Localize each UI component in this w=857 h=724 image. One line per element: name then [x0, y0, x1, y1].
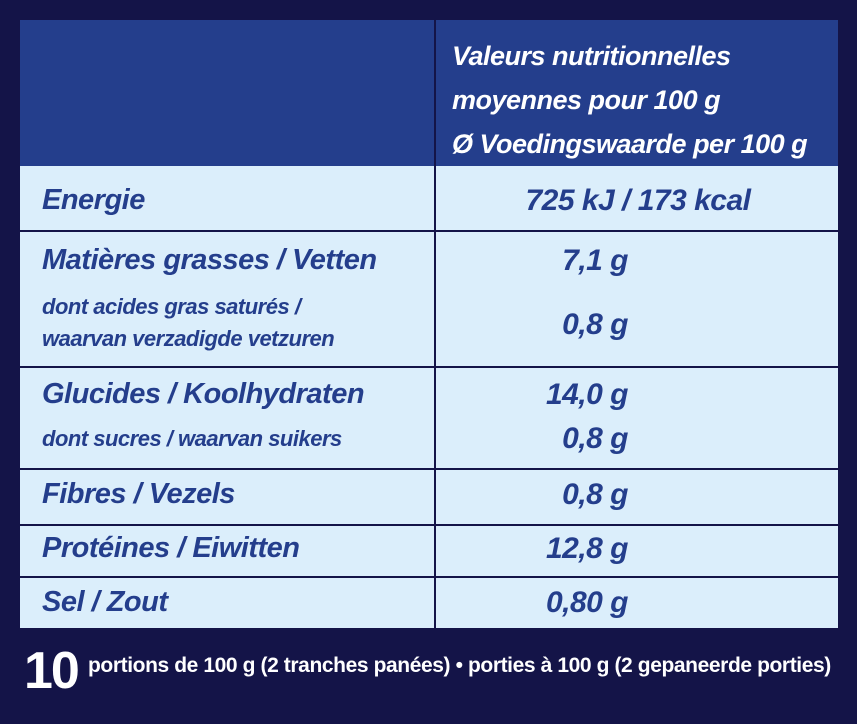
sugars-value: 0,8 g: [562, 422, 628, 455]
fibre-value: 0,8 g: [562, 478, 628, 511]
salt-label: Sel / Zout: [42, 586, 168, 618]
saturated-label-line-2: waarvan verzadigde vetzuren: [42, 326, 335, 351]
energy-value: 725 kJ / 173 kcal: [525, 184, 751, 217]
header-line-2: moyennes pour 100 g: [452, 85, 721, 115]
fat-value: 7,1 g: [562, 244, 628, 277]
header-title: Valeurs nutritionnelles moyennes pour 10…: [452, 34, 832, 166]
fibre-label: Fibres / Vezels: [42, 478, 235, 510]
protein-label: Protéines / Eiwitten: [42, 532, 300, 564]
row-divider: [20, 366, 838, 368]
header-line-3: Ø Voedingswaarde per 100 g: [452, 129, 808, 159]
protein-value: 12,8 g: [545, 532, 629, 565]
energy-label: Energie: [42, 184, 145, 216]
column-divider: [434, 20, 436, 628]
table-header: Valeurs nutritionnelles moyennes pour 10…: [20, 20, 838, 166]
fat-label: Matières grasses / Vetten: [42, 244, 377, 276]
portion-count: 10: [24, 642, 80, 700]
carbs-value: 14,0 g: [545, 378, 629, 411]
salt-value: 0,80 g: [545, 586, 629, 619]
carbs-label: Glucides / Koolhydraten: [42, 378, 365, 410]
row-divider: [20, 468, 838, 470]
portions-footer: 10 portions de 100 g (2 tranches panées)…: [18, 634, 840, 708]
row-divider: [20, 576, 838, 578]
nutrition-table: Valeurs nutritionnelles moyennes pour 10…: [18, 18, 840, 630]
saturated-label-line-1: dont acides gras saturés /: [42, 294, 301, 319]
portion-description: portions de 100 g (2 tranches panées) • …: [88, 654, 831, 677]
row-divider: [20, 230, 838, 232]
header-line-1: Valeurs nutritionnelles: [452, 41, 731, 71]
saturated-value: 0,8 g: [562, 308, 628, 341]
sugars-label: dont sucres / waarvan suikers: [42, 426, 342, 451]
row-divider: [20, 524, 838, 526]
